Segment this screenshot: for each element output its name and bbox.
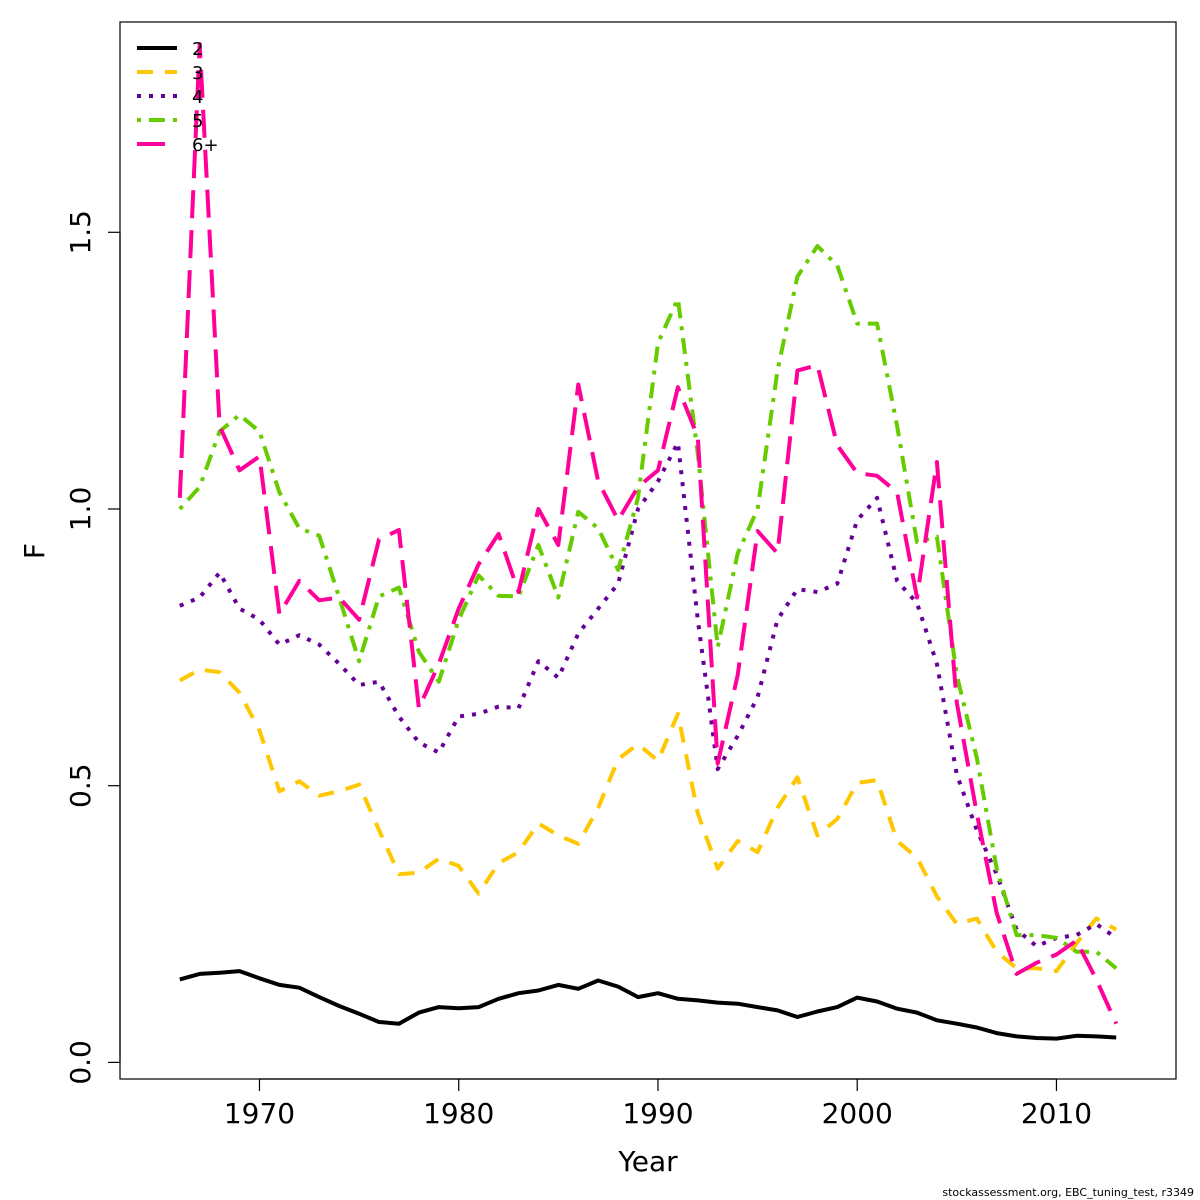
x-tick-label: 1980 — [423, 1097, 494, 1130]
x-tick-label: 2010 — [1021, 1097, 1092, 1130]
y-axis: 0.0 0.5 1.0 1.5 — [64, 210, 121, 1085]
footer-credit: stockassessment.org, EBC_tuning_test, r3… — [942, 1186, 1194, 1199]
y-tick-label: 1.0 — [64, 487, 97, 532]
x-tick-label: 2000 — [822, 1097, 893, 1130]
series-line-6plus — [177, 42, 1119, 1025]
series-line-4 — [179, 440, 1118, 949]
legend-label: 2 — [192, 39, 203, 60]
series-line-5 — [178, 244, 1118, 970]
legend-label: 3 — [192, 63, 203, 84]
plot-frame — [119, 21, 1177, 1080]
y-tick-label: 0.5 — [64, 763, 97, 808]
legend: 2 3 4 5 6+ — [137, 39, 219, 156]
y-axis-title: F — [18, 543, 51, 559]
legend-label: 4 — [192, 87, 203, 108]
x-tick-label: 1990 — [622, 1097, 693, 1130]
legend-label: 6+ — [192, 135, 219, 156]
x-tick-label: 1970 — [224, 1097, 295, 1130]
y-tick-label: 0.0 — [64, 1040, 97, 1085]
x-axis-title: Year — [617, 1145, 678, 1178]
y-tick-label: 1.5 — [64, 210, 97, 255]
series-layer — [177, 42, 1119, 1041]
x-axis: 1970 1980 1990 2000 2010 — [224, 1078, 1092, 1130]
legend-label: 5 — [192, 111, 203, 132]
series-line-2 — [179, 969, 1117, 1041]
series-line-3 — [178, 667, 1118, 974]
